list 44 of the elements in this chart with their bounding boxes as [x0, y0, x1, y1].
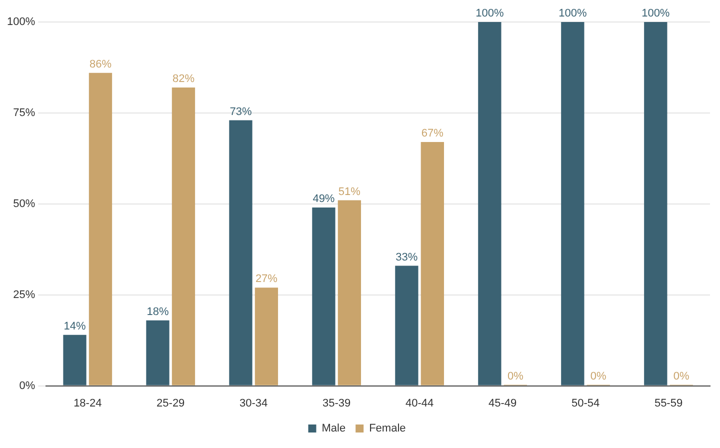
data-label: 49%: [312, 193, 335, 206]
data-label: 82%: [172, 73, 195, 86]
bar: [644, 22, 668, 386]
bar: [172, 87, 196, 386]
y-tick-label: 75%: [13, 106, 36, 119]
x-tick-label: 35-39: [322, 397, 351, 410]
bar: [561, 22, 584, 386]
data-label: 100%: [558, 8, 587, 20]
x-tick-label: 50-54: [571, 397, 600, 410]
data-label: 67%: [421, 128, 444, 140]
bar: [63, 334, 86, 386]
data-label: 27%: [255, 273, 278, 286]
data-label: 18%: [146, 306, 169, 318]
data-label: 100%: [476, 8, 504, 20]
data-label: 0%: [590, 370, 607, 382]
data-label: 33%: [396, 251, 418, 264]
x-tick-label: 40-44: [405, 397, 434, 410]
data-label: 14%: [64, 320, 86, 332]
bar: [312, 208, 336, 386]
y-tick-label: 25%: [13, 288, 36, 301]
data-label: 0%: [673, 370, 690, 382]
data-label: 51%: [338, 186, 361, 198]
x-tick-label: 25-29: [156, 397, 185, 410]
bar: [88, 72, 112, 386]
x-tick-label: 55-59: [654, 397, 683, 410]
x-tick-label: 45-49: [488, 397, 517, 410]
bar: [254, 288, 278, 386]
y-tick-label: 0%: [19, 380, 36, 392]
x-tick-label: 30-34: [240, 397, 268, 410]
data-label: 100%: [642, 8, 670, 20]
bar: [420, 142, 444, 386]
bar: [338, 200, 362, 386]
y-tick-label: 100%: [6, 16, 36, 28]
data-label: 73%: [230, 106, 252, 118]
x-tick-label: 18-24: [74, 397, 102, 410]
bar: [478, 22, 502, 386]
legend-label: Male: [322, 422, 346, 435]
bar: [229, 120, 252, 386]
bar: [395, 266, 418, 386]
data-label: 0%: [507, 370, 524, 382]
legend-label: Female: [369, 422, 406, 435]
data-label: 86%: [89, 58, 112, 70]
bar: [146, 320, 170, 386]
y-tick-label: 50%: [13, 198, 36, 210]
